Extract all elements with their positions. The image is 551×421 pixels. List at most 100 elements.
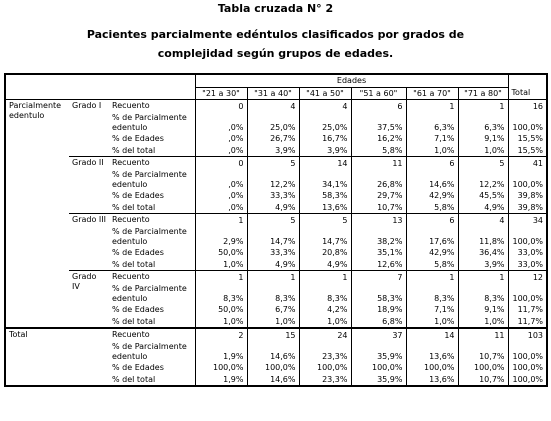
column-header: "21 a 30" bbox=[194, 86, 248, 100]
cell: 11 bbox=[350, 156, 406, 169]
subtitle: Pacientes parcialmente edéntulos clasifi… bbox=[0, 25, 551, 63]
subtitle-line: Pacientes parcialmente edéntulos clasifi… bbox=[86, 28, 465, 41]
cell: 34 bbox=[507, 213, 548, 226]
column-header: "31 a 40" bbox=[246, 86, 300, 100]
cell: 5,8% bbox=[350, 144, 406, 157]
cell: 23,3% bbox=[298, 341, 351, 362]
column-variable: Edades bbox=[194, 73, 509, 88]
cell: 20,8% bbox=[298, 247, 351, 259]
cell: 1,0% bbox=[405, 315, 458, 328]
cell: 33,0% bbox=[507, 247, 548, 259]
statistic-label: % de Edades bbox=[112, 305, 164, 314]
row: % de Parcialmente edentulo ,0% 25,0% 25,0% 3… bbox=[5, 112, 548, 133]
cell: 6,8% bbox=[350, 315, 406, 328]
cell: 13 bbox=[350, 213, 406, 226]
cell: 12,2% bbox=[457, 169, 509, 190]
cell: 3,9% bbox=[298, 144, 351, 157]
statistic-label: % de Edades bbox=[112, 248, 164, 257]
cell: 100,0% bbox=[457, 362, 509, 374]
cell: 9,1% bbox=[457, 133, 509, 145]
group-label: Grado II bbox=[69, 156, 109, 214]
cell: 5 bbox=[457, 156, 509, 169]
cell: ,0% bbox=[194, 169, 247, 190]
cell: 1,0% bbox=[246, 315, 299, 328]
cell: 4 bbox=[246, 99, 299, 112]
row: Grado III Recuento 1 5 5 13 6 4 34 bbox=[5, 213, 548, 271]
cell: 12 bbox=[507, 270, 548, 283]
cell: ,0% bbox=[194, 133, 247, 145]
cell: 12,6% bbox=[350, 258, 406, 271]
cell: 1,9% bbox=[194, 341, 247, 362]
cell: 100,0% bbox=[298, 362, 351, 374]
row: "21 a 30" "31 a 40" "41 a 50" "51 a 60" "61 … bbox=[5, 86, 548, 100]
column-header: "51 a 60" bbox=[350, 86, 407, 100]
row: % del total ,0% 4,9% 13,6% 10,7% 5,8% 4,9% 39,8… bbox=[5, 201, 548, 214]
statistic-label: % de Edades bbox=[112, 363, 164, 372]
cell: 8,3% bbox=[457, 283, 509, 304]
cell: 100,0% bbox=[507, 112, 548, 133]
cell: 35,9% bbox=[350, 341, 406, 362]
cell: 14,6% bbox=[246, 341, 299, 362]
cell: 11 bbox=[457, 327, 509, 341]
row: % de Parcialmente edentulo 1,9% 14,6% 23,3%… bbox=[5, 341, 548, 362]
cell: 1 bbox=[298, 270, 351, 283]
cell: 4 bbox=[457, 213, 509, 226]
column-header: "71 a 80" bbox=[457, 86, 509, 100]
cell: 1 bbox=[457, 99, 509, 112]
cell: 25,0% bbox=[298, 112, 351, 133]
row: Edades bbox=[4, 73, 548, 100]
row: % de Edades ,0% 26,7% 16,7% 16,2% 7,1% 9,1% 15,… bbox=[5, 133, 548, 145]
cell: 8,3% bbox=[298, 283, 351, 304]
header-blank bbox=[4, 73, 196, 100]
cell: 13,6% bbox=[298, 201, 351, 214]
total-label: Total bbox=[5, 327, 109, 386]
cell: 1 bbox=[194, 270, 247, 283]
statistic-label: Recuento bbox=[109, 213, 195, 226]
statistic-label: Recuento bbox=[112, 101, 150, 110]
header-blank bbox=[507, 73, 548, 87]
cell: 1,0% bbox=[194, 258, 247, 271]
cell: 15,5% bbox=[507, 133, 548, 145]
cell: 39,8% bbox=[507, 201, 548, 214]
cell: 13,6% bbox=[405, 341, 458, 362]
statistic-label: % del total bbox=[112, 259, 156, 269]
cell: 3,9% bbox=[457, 258, 509, 271]
cell: 100,0% bbox=[246, 362, 299, 374]
cell: 7,1% bbox=[405, 304, 458, 316]
cell: 1,9% bbox=[194, 373, 247, 386]
cell: 10,7% bbox=[457, 341, 509, 362]
cell: 14,7% bbox=[246, 226, 299, 247]
cell: 100,0% bbox=[507, 283, 548, 304]
cell: 36,4% bbox=[457, 247, 509, 259]
cell: 14 bbox=[405, 327, 458, 341]
cell: 42,9% bbox=[405, 247, 458, 259]
cell: 39,8% bbox=[507, 190, 548, 202]
cell: 13,6% bbox=[405, 373, 458, 386]
cell: 11,8% bbox=[457, 226, 509, 247]
row: % de Parcialmente edentulo ,0% 12,2% 34,1% 2… bbox=[5, 169, 548, 190]
cell: 41 bbox=[507, 156, 548, 169]
row: Parcialmente edentulo Grado I Recuento 0 4 4 6… bbox=[5, 99, 548, 120]
cell: 4,9% bbox=[298, 258, 351, 271]
cell: 6 bbox=[350, 99, 406, 112]
statistic-label: Recuento bbox=[109, 156, 195, 169]
column-header: Total bbox=[507, 87, 548, 100]
cell: 1,0% bbox=[457, 315, 509, 328]
cell: 33,3% bbox=[246, 247, 299, 259]
cell: 100,0% bbox=[507, 226, 548, 247]
cell: 24 bbox=[298, 327, 351, 341]
cell: 50,0% bbox=[194, 304, 247, 316]
cell: 15 bbox=[246, 327, 299, 341]
cell: 6 bbox=[405, 156, 458, 169]
row: Total Recuento 2 15 24 37 14 11 103 bbox=[5, 327, 548, 386]
cell: 5,8% bbox=[405, 258, 458, 271]
cell: 2,9% bbox=[194, 226, 247, 247]
row: Grado IV Recuento 1 1 1 7 1 1 12 bbox=[5, 270, 548, 328]
statistic-label: % de Parcialmente edentulo bbox=[112, 170, 187, 189]
cell: 33,0% bbox=[507, 258, 548, 271]
subtitle-line: complejidad según grupos de edades. bbox=[157, 47, 394, 60]
cell: 7 bbox=[350, 270, 406, 283]
cell: 37 bbox=[350, 327, 406, 341]
cell: 100,0% bbox=[507, 362, 548, 374]
